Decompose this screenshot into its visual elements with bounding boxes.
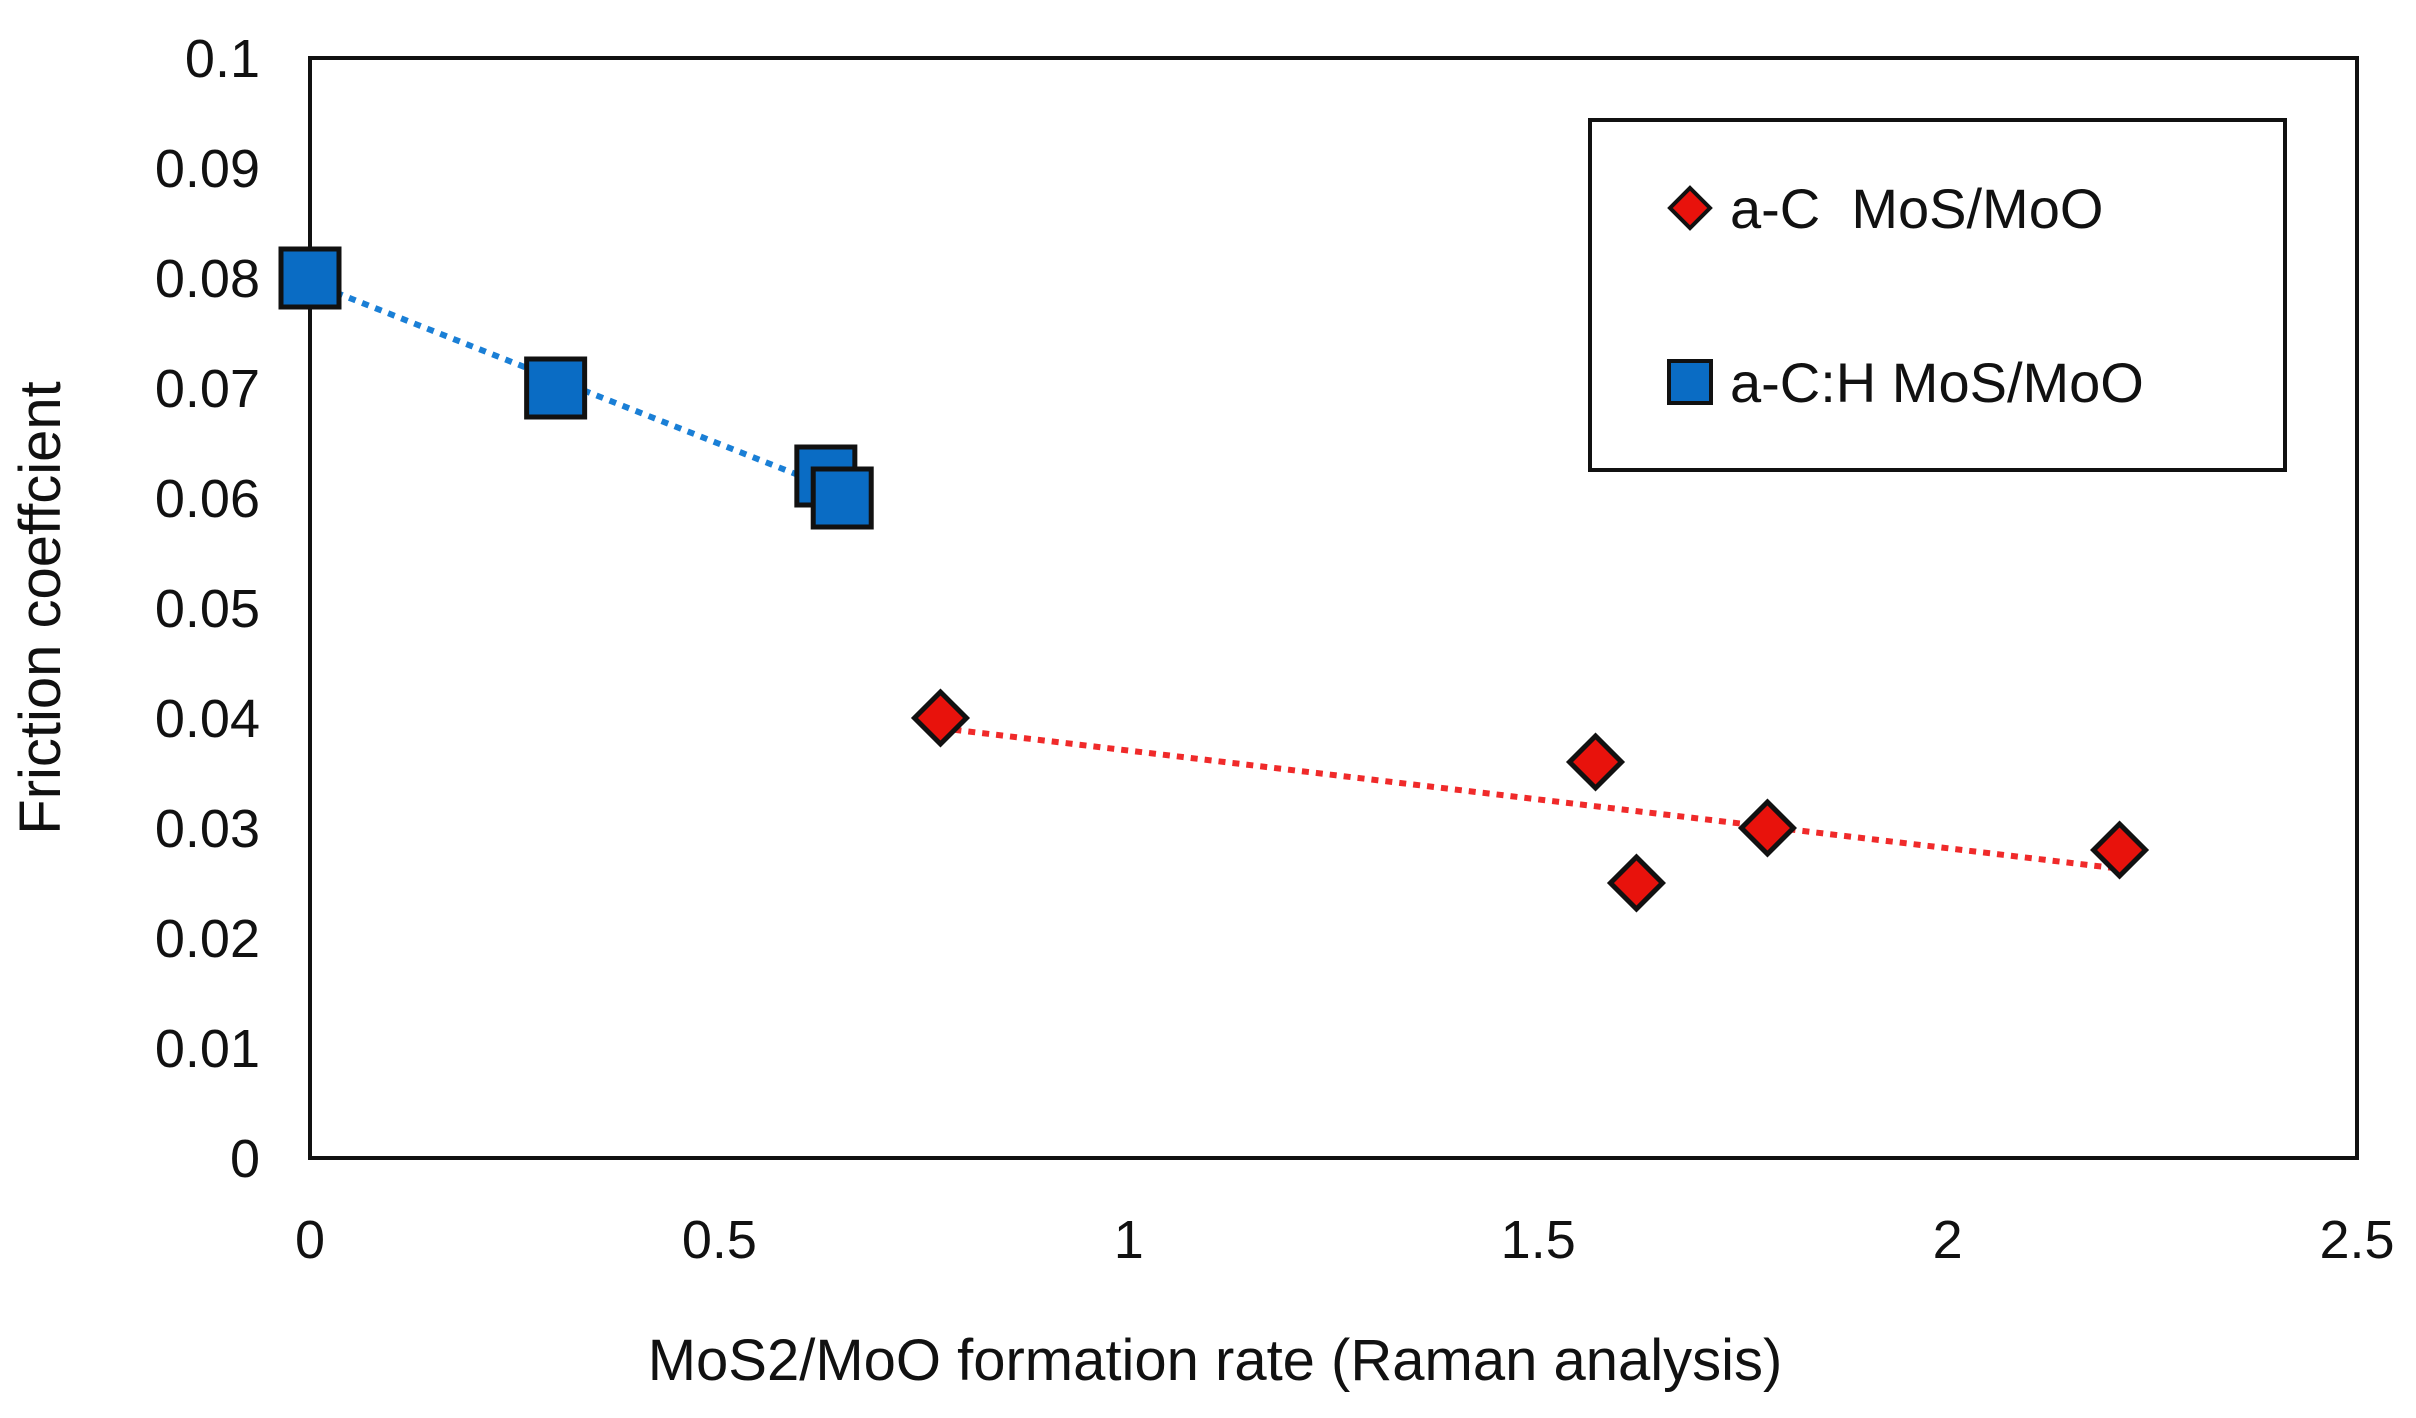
x-tick-label: 2.5: [2319, 1210, 2394, 1270]
y-tick-label: 0.07: [155, 359, 260, 419]
legend-marker-square: [1667, 359, 1713, 405]
data-point-square: [278, 246, 342, 310]
y-tick-label: 0.04: [155, 689, 260, 749]
y-axis-title: Friction coeffcient: [8, 381, 73, 834]
y-tick-label: 0.02: [155, 909, 260, 969]
x-tick-label: 0: [295, 1210, 325, 1270]
legend-items: a-C MoS/MoO a-C:H MoS/MoO: [1667, 177, 2144, 414]
x-tick-label: 0.5: [682, 1210, 757, 1270]
legend-label: a-C MoS/MoO: [1730, 177, 2103, 240]
x-tick-label: 1.5: [1501, 1210, 1576, 1270]
y-tick-labels: 0 0.01 0.02 0.03 0.04 0.05 0.06 0.07 0.08 0.09 0.1: [155, 29, 260, 1189]
y-tick-label: 0.09: [155, 139, 260, 199]
legend-label: a-C:H MoS/MoO: [1730, 351, 2144, 414]
data-point-diamond: [910, 688, 971, 748]
data-point-square: [524, 356, 588, 420]
data-point-square: [810, 466, 874, 530]
y-tick-label: 0.05: [155, 579, 260, 639]
y-tick-label: 0.01: [155, 1019, 260, 1079]
y-tick-label: 0.08: [155, 249, 260, 309]
data-point-diamond: [1606, 853, 1666, 913]
legend-marker-diamond: [1667, 185, 1713, 231]
y-tick-label: 0.1: [185, 29, 260, 89]
legend-box: [1588, 118, 2287, 472]
data-point-diamond: [1565, 732, 1626, 792]
y-tick-label: 0: [230, 1129, 260, 1189]
data-point-diamond: [2090, 820, 2150, 880]
trendline: [940, 725, 2120, 872]
data-markers: [278, 246, 2150, 913]
legend: a-C MoS/MoO a-C:H MoS/MoO: [1588, 118, 2287, 472]
y-tick-label: 0.03: [155, 799, 260, 859]
x-tick-label: 2: [1933, 1210, 1963, 1270]
x-tick-label: 1: [1114, 1210, 1144, 1270]
y-tick-label: 0.06: [155, 469, 260, 529]
x-axis-title: MoS2/MoO formation rate (Raman analysis): [648, 1328, 1783, 1393]
data-point-diamond: [1737, 798, 1797, 858]
x-tick-labels: 0 0.5 1 1.5 2 2.5: [295, 1210, 2395, 1270]
